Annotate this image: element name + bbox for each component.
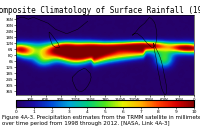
Text: Figure 4A-3. Precipitation estimates from the TRMM satellite in millimeters per : Figure 4A-3. Precipitation estimates fro… bbox=[2, 115, 200, 126]
Title: TRMM Composite Climatology of Surface Rainfall (1998–2012): TRMM Composite Climatology of Surface Ra… bbox=[0, 6, 200, 15]
